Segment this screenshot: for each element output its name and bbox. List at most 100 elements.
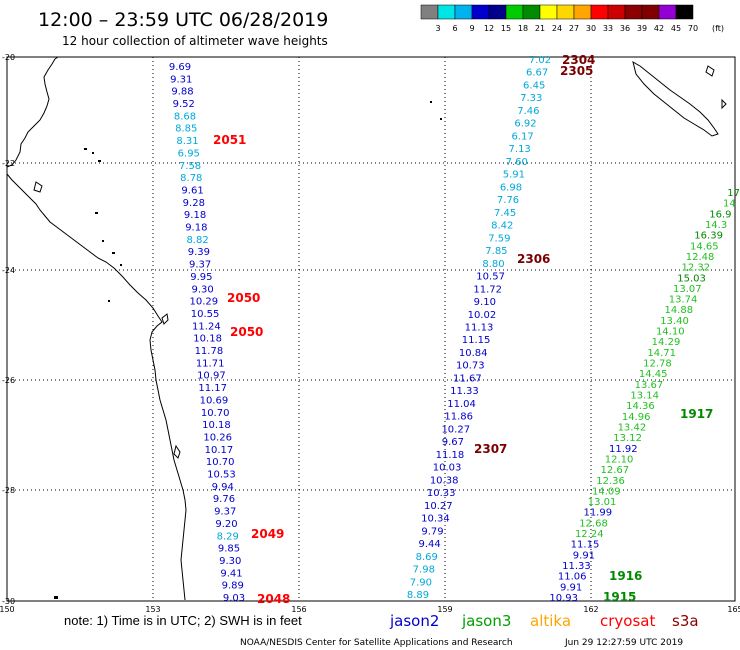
pass-time-label: 2050 xyxy=(227,291,260,305)
wave-height-value: 8.68 xyxy=(174,111,196,122)
wave-height-value: 12.24 xyxy=(575,529,604,540)
longitude-label: 162 xyxy=(583,605,598,614)
colorbar-swatch xyxy=(607,4,626,20)
wave-height-value: 9.31 xyxy=(170,74,192,85)
wave-height-value: 14.29 xyxy=(652,337,681,348)
wave-height-value: 10.33 xyxy=(427,488,456,499)
wave-height-value: 10.27 xyxy=(424,501,453,512)
wave-height-value: 11.99 xyxy=(583,508,612,519)
wave-height-value: 13.07 xyxy=(673,284,702,295)
wave-height-value: 7.98 xyxy=(413,565,435,576)
colorbar-swatch xyxy=(556,4,575,20)
wave-height-value: 9.67 xyxy=(442,437,464,448)
colorbar-tick-label: 6 xyxy=(452,24,457,33)
pass-time-label: 2050 xyxy=(230,325,263,339)
colorbar-swatch xyxy=(590,4,609,20)
wave-height-value: 8.42 xyxy=(491,221,513,232)
wave-height-value: 6.45 xyxy=(523,80,545,91)
map-axis-labels: 150 153 156 159 162 165 -20 -22 -24 -26 -28 -30 xyxy=(0,53,740,614)
wave-height-value: 13.42 xyxy=(618,422,647,433)
wave-height-value: 13.67 xyxy=(635,380,664,391)
wave-height-value: 10.57 xyxy=(476,272,505,283)
latitude-label: -20 xyxy=(2,53,15,62)
wave-height-value: 14.88 xyxy=(664,305,693,316)
wave-height-value: 10.03 xyxy=(433,463,462,474)
wave-track-jason3: 171416.914.316.3914.6512.4812.3215.0313.… xyxy=(549,188,740,604)
colorbar-swatch xyxy=(573,4,592,20)
wave-height-value: 7.90 xyxy=(410,577,432,588)
wave-height-value: 11.71 xyxy=(196,358,225,369)
wave-height-value: 13.74 xyxy=(669,295,698,306)
wave-height-value: 7.85 xyxy=(485,246,507,257)
wave-track-jason2: 9.699.31 9.889.528.68 8.858.316.95 7.588.78… xyxy=(169,62,245,604)
wave-height-value: 12.48 xyxy=(686,252,715,263)
wave-height-value: 10.17 xyxy=(205,445,234,456)
wave-height-value: 10.53 xyxy=(207,470,236,481)
wave-height-value: 9.95 xyxy=(190,272,212,283)
wave-height-value: 11.72 xyxy=(473,284,502,295)
map-title: 12:00 – 23:59 UTC 06/28/2019 xyxy=(38,9,328,31)
colorbar-swatch xyxy=(624,4,643,20)
map-subtitle: 12 hour collection of altimeter wave hei… xyxy=(62,34,328,48)
coral-sea-islands xyxy=(54,101,442,599)
wave-height-value: 12.67 xyxy=(601,465,630,476)
wave-height-value: 9.10 xyxy=(474,297,496,308)
map-frame xyxy=(6,56,736,602)
wave-height-value: 12.32 xyxy=(682,263,711,274)
pass-time-label: 1916 xyxy=(609,569,642,583)
wave-height-value: 9.18 xyxy=(184,210,206,221)
wave-height-value: 10.38 xyxy=(430,475,459,486)
wave-height-value: 9.28 xyxy=(183,198,205,209)
colorbar-tick-label: 30 xyxy=(586,24,596,33)
longitude-label: 159 xyxy=(437,605,452,614)
wave-height-value: 9.37 xyxy=(189,260,211,271)
wave-height-value: 8.31 xyxy=(176,136,198,147)
wave-height-value: 12.68 xyxy=(579,518,608,529)
wave-height-value: 10.18 xyxy=(202,420,231,431)
colorbar-unit: (ft) xyxy=(712,24,724,33)
colorbar-swatch xyxy=(471,4,490,20)
pass-time-label: 2304 xyxy=(562,53,595,67)
wave-height-value: 9.18 xyxy=(185,223,207,234)
footer-timestamp: Jun 29 12:27:59 UTC 2019 xyxy=(564,638,683,648)
pass-time-label: 1915 xyxy=(603,590,636,604)
colorbar-tick-label: 70 xyxy=(688,24,698,33)
colorbar-tick-label: 27 xyxy=(569,24,579,33)
colorbar-tick-label: 45 xyxy=(671,24,681,33)
wave-height-value: 10.02 xyxy=(468,310,497,321)
wave-height-value: 6.98 xyxy=(500,182,522,193)
colorbar-tick-label: 24 xyxy=(552,24,562,33)
wave-height-colorbar: 3 6 9 12 15 18 21 24 27 30 33 36 39 42 45 70 xyxy=(420,4,698,33)
pass-time-label: 2307 xyxy=(474,442,507,456)
latitude-label: -30 xyxy=(2,597,15,606)
wave-height-value: 13.12 xyxy=(613,433,642,444)
wave-height-value: 11.86 xyxy=(444,412,473,423)
wave-height-value: 9.94 xyxy=(212,482,234,493)
wave-height-value: 10.84 xyxy=(459,348,488,359)
colorbar-swatch xyxy=(675,4,694,20)
wave-height-value: 9.20 xyxy=(215,519,237,530)
colorbar-tick-label: 3 xyxy=(435,24,440,33)
wave-height-value: 7.46 xyxy=(517,106,539,117)
wave-height-value: 9.52 xyxy=(173,99,195,110)
wave-height-value: 8.89 xyxy=(407,590,429,601)
wave-height-value: 10.70 xyxy=(206,457,235,468)
wave-height-value: 16.39 xyxy=(694,231,723,242)
wave-height-value: 5.91 xyxy=(503,170,525,181)
wave-height-value: 14.36 xyxy=(626,401,655,412)
wave-height-value: 10.70 xyxy=(201,408,230,419)
wave-height-value: 10.29 xyxy=(190,297,219,308)
wave-height-value: 12.36 xyxy=(596,476,625,487)
wave-height-value: 9.69 xyxy=(169,62,191,73)
wave-height-value: 11.04 xyxy=(447,399,476,410)
pass-time-label: 2051 xyxy=(213,133,246,147)
colorbar-tick-label: 36 xyxy=(620,24,630,33)
colorbar-swatch xyxy=(505,4,524,20)
colorbar-swatch xyxy=(437,4,456,20)
colorbar-tick-label: 18 xyxy=(518,24,528,33)
wave-height-value: 14.96 xyxy=(622,412,651,423)
wave-height-value: 10.26 xyxy=(203,432,232,443)
wave-height-value: 7.60 xyxy=(506,157,528,168)
wave-height-value: 7.13 xyxy=(509,144,531,155)
